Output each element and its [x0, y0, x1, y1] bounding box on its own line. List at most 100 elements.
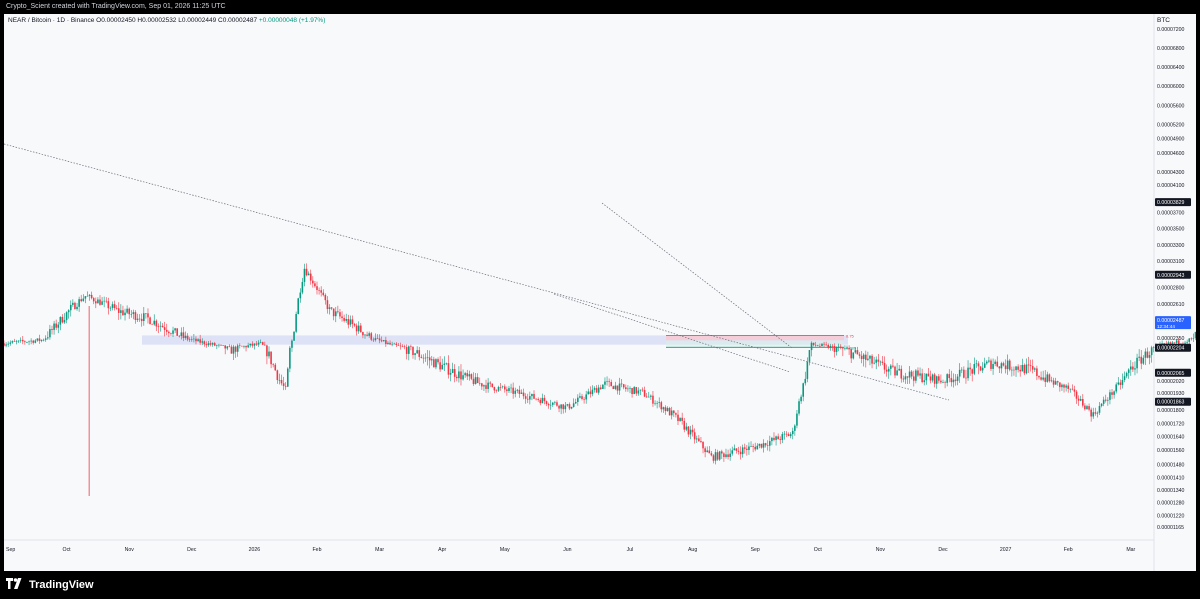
candle-body [101, 301, 103, 305]
candle-body [159, 325, 162, 327]
candle-body [228, 346, 231, 348]
candle-body [134, 312, 137, 320]
candle-body [514, 390, 517, 394]
candle-body [274, 364, 277, 371]
candle-body [881, 361, 884, 363]
candle-body [136, 318, 139, 320]
candle-body [994, 361, 996, 364]
candle-body [251, 343, 254, 346]
candle-body [892, 365, 894, 367]
candle-body [908, 371, 911, 378]
candle-body [143, 313, 145, 322]
candle-body [289, 347, 291, 369]
candle-body [900, 368, 903, 379]
candle-body [47, 337, 49, 339]
candle-body [305, 268, 308, 276]
price-tick-label: 0.00003300 [1157, 243, 1185, 249]
candle-body [1113, 391, 1115, 395]
candle-body [883, 362, 886, 370]
price-tick-label: 0.00003500 [1157, 227, 1185, 233]
candle-body [529, 396, 531, 400]
candle-body [205, 344, 208, 346]
candle-body [140, 318, 143, 322]
candle-body [969, 367, 971, 370]
candle-body [395, 343, 398, 346]
price-tick-label: 0.00001165 [1157, 525, 1184, 531]
candle-body [328, 307, 331, 309]
candle-body [570, 406, 573, 409]
candle-body [145, 313, 147, 314]
candle-body [1004, 365, 1007, 370]
close-value: 0.00002487 [222, 17, 258, 24]
candle-body [334, 311, 337, 317]
candle-body [441, 364, 443, 370]
candle-body [24, 341, 26, 343]
candle-body [954, 379, 957, 381]
candle-body [1094, 412, 1097, 414]
candle-body [497, 387, 500, 391]
candle-body [466, 373, 469, 377]
price-tick-label: 0.00003700 [1157, 211, 1185, 217]
candle-body [942, 382, 944, 383]
candle-body [182, 332, 185, 339]
candle-body [343, 318, 345, 321]
candle-body [460, 371, 462, 380]
candle-body [777, 436, 779, 440]
candle-body [307, 273, 310, 276]
candle-body [111, 304, 114, 308]
candle-body [366, 334, 368, 336]
price-label-text: 0.00002487 [1157, 318, 1185, 324]
candle-body [1008, 360, 1011, 370]
candle-body [61, 316, 64, 323]
candle-body [579, 396, 581, 398]
candle-body [789, 434, 792, 437]
tradingview-logo[interactable]: TradingView [6, 578, 94, 592]
candle-body [1132, 366, 1134, 370]
candle-body [956, 376, 959, 381]
time-tick-label: Feb [313, 547, 322, 553]
candle-body [207, 343, 210, 346]
chart-frame[interactable]: 0.75 0.786 0.00007200 0.00006800 0.00006400 0… [4, 14, 1196, 571]
candle-body [773, 437, 775, 440]
candle-body [299, 292, 302, 299]
candle-body [124, 312, 126, 316]
candle-body [295, 314, 297, 332]
candle-body [234, 346, 237, 352]
candle-body [385, 340, 387, 344]
price-tick-label: 0.00001560 [1157, 448, 1185, 454]
candle-body [583, 398, 585, 400]
candle-body [1134, 368, 1136, 370]
price-tick-label: 0.00002350 [1157, 336, 1185, 342]
candle-body [537, 398, 539, 400]
candle-body [869, 355, 871, 359]
candle-body [341, 316, 343, 319]
candle-body [397, 345, 400, 346]
price-tick-label: 0.00001340 [1157, 488, 1185, 494]
candle-body [316, 286, 318, 291]
candle-body [216, 345, 218, 346]
candle-body [107, 301, 110, 309]
candle-body [1088, 406, 1090, 410]
candle-body [802, 383, 804, 397]
candle-body [65, 312, 68, 321]
candle-body [416, 350, 418, 354]
candle-body [1194, 331, 1196, 339]
candle-body [253, 343, 256, 346]
price-chart[interactable]: 0.75 0.786 0.00007200 0.00006800 0.00006400 0… [4, 14, 1196, 571]
candle-body [57, 324, 60, 328]
time-tick-label: Nov [125, 547, 135, 553]
candle-body [376, 338, 379, 339]
time-tick-label: Mar [1126, 547, 1135, 553]
candle-body [5, 344, 7, 346]
candle-body [297, 298, 300, 315]
candle-body [700, 441, 702, 442]
candle-body [345, 319, 348, 321]
candle-body [451, 369, 454, 373]
candle-body [545, 401, 548, 405]
candle-body [1104, 399, 1107, 401]
candle-body [399, 345, 402, 347]
candle-body [791, 430, 794, 435]
candle-body [1054, 381, 1057, 385]
candle-body [1013, 369, 1015, 371]
candle-body [21, 339, 24, 342]
